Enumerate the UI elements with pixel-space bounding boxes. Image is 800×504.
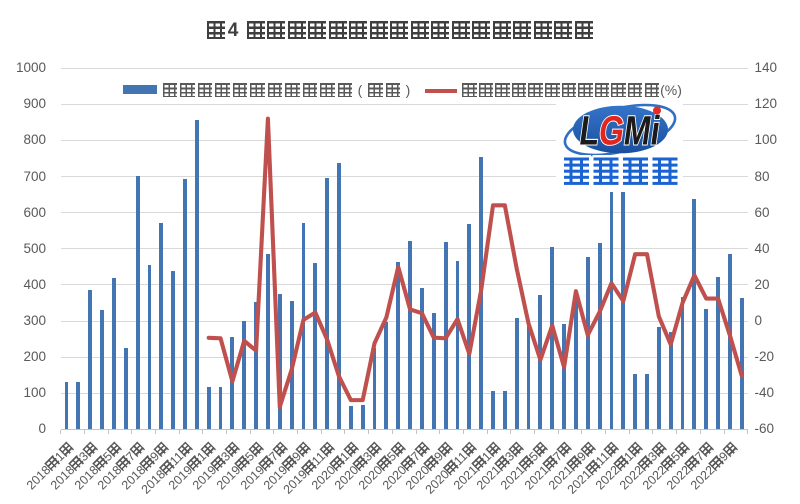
- svg-text:LGMi: LGMi: [577, 108, 663, 154]
